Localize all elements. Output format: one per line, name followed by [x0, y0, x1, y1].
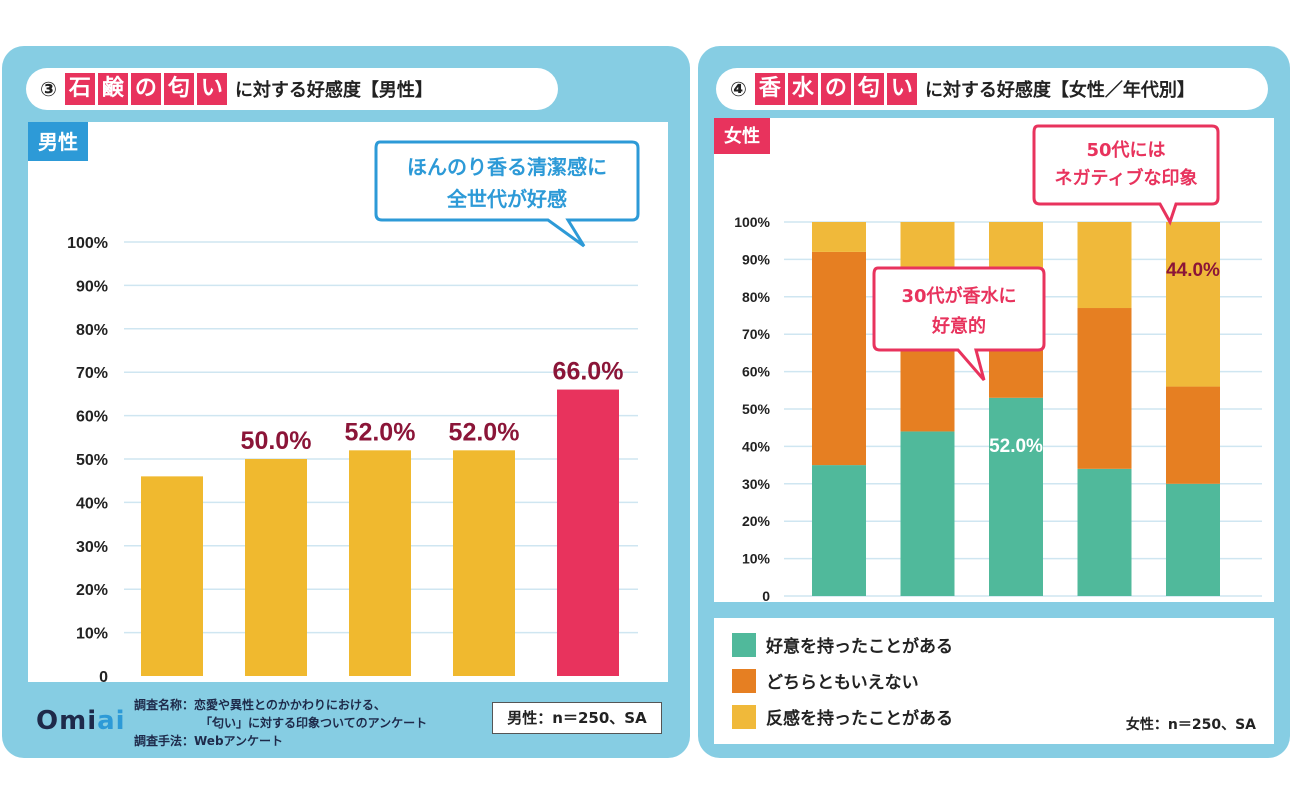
stack-segment-1: [1077, 468, 1132, 596]
callout-bubble: [1032, 124, 1220, 226]
y-tick-label: 90%: [742, 251, 771, 267]
survey-name-cont: 「匂い」に対する印象ついてのアンケート: [200, 716, 428, 730]
y-tick-label: 80%: [742, 289, 771, 305]
callout-text: 50代には: [1086, 140, 1165, 161]
bar-value-label: 50.0%: [241, 427, 312, 455]
legend-swatch: [732, 704, 756, 729]
stack-value-label: 52.0%: [989, 436, 1043, 457]
stack-segment-2: [1166, 386, 1220, 484]
legend-swatch: [732, 668, 756, 693]
y-tick-label: 10%: [742, 551, 771, 567]
stack-value-label: 44.0%: [1166, 260, 1220, 281]
female-sample-note: 女性：n＝250、SA: [1125, 717, 1256, 733]
y-tick-label: 40%: [742, 438, 771, 454]
female-chart-area: 010%20%30%40%50%60%70%80%90%100%10代20代30…: [714, 118, 1274, 602]
y-tick-label: 40%: [76, 495, 108, 512]
title-number: ④: [730, 77, 747, 101]
y-tick-label: 100%: [67, 235, 108, 252]
male-tag: 男性: [28, 122, 88, 161]
stack-segment-2: [812, 251, 866, 466]
female-chart-title: ④ 香 水 の 匂 い に対する好感度【女性／年代別】: [716, 68, 1268, 110]
bar-value-label: 52.0%: [449, 418, 520, 446]
stack-segment-1: [989, 397, 1043, 596]
y-tick-label: 80%: [76, 322, 108, 339]
y-tick-label: 10%: [76, 626, 108, 643]
stack-segment-3: [1166, 222, 1220, 387]
callout-text: ネガティブな印象: [1055, 167, 1198, 189]
female-panel: ④ 香 水 の 匂 い に対する好感度【女性／年代別】 0 10% 20% 30% 40…: [698, 46, 1290, 758]
bar-value-label: 52.0%: [345, 418, 416, 446]
stack-segment-2: [1077, 308, 1132, 469]
y-tick-label: 50%: [742, 401, 771, 417]
male-sample-note: 男性：n＝250、SA: [492, 702, 662, 734]
title-highlight: 香 水 の 匂 い: [754, 73, 917, 105]
bar-2: [245, 459, 307, 676]
callout-text: 全世代が好感: [446, 187, 567, 211]
male-bar-chart: 010%20%30%40%50%60%70%80%90%100%10代20代50…: [67, 140, 640, 682]
survey-name: 調査名称：恋愛や異性とのかかわりにおける、: [134, 698, 386, 712]
y-tick-label: 0: [762, 588, 770, 602]
title-suffix: に対する好感度【女性／年代別】: [924, 80, 1195, 101]
title-highlight: 石 鹸 の 匂 い: [64, 73, 227, 105]
y-tick-label: 50%: [76, 452, 108, 469]
callout-text: 好意的: [931, 315, 986, 337]
legend-item-neutral: どちらともいえない: [732, 668, 919, 693]
legend-item-positive: 好意を持ったことがある: [732, 632, 953, 657]
y-tick-label: 60%: [742, 364, 771, 380]
bar-5: [557, 389, 619, 676]
callout-text: ほんのり香る清潔感に: [407, 155, 607, 179]
bar-1: [141, 476, 203, 676]
legend-swatch: [732, 632, 756, 657]
survey-method: 調査手法：Webアンケート: [134, 734, 284, 748]
stack-segment-3: [812, 222, 866, 252]
y-tick-label: 30%: [742, 476, 771, 492]
stack-segment-1: [900, 431, 955, 596]
y-tick-label: 70%: [76, 365, 108, 382]
title-number: ③: [40, 77, 57, 101]
omiai-logo: Omiai: [36, 706, 126, 736]
stack-segment-1: [1166, 483, 1220, 596]
callout-bubble: [872, 266, 1046, 381]
callout-bubble: [374, 140, 640, 248]
male-chart-area: 010%20%30%40%50%60%70%80%90%100%10代20代50…: [28, 122, 668, 682]
stack-segment-1: [812, 465, 866, 596]
legend-item-negative: 反感を持ったことがある: [732, 704, 953, 729]
female-tag: 女性: [714, 118, 770, 154]
callout-text: 30代が香水に: [901, 285, 1016, 307]
y-tick-label: 100%: [734, 214, 770, 230]
y-tick-label: 60%: [76, 409, 108, 426]
stack-segment-3: [1077, 222, 1132, 309]
y-tick-label: 70%: [742, 326, 771, 342]
female-legend: 好意を持ったことがある どちらともいえない 反感を持ったことがある 女性：n＝2…: [714, 618, 1274, 744]
title-suffix: に対する好感度【男性】: [234, 80, 433, 101]
y-tick-label: 20%: [76, 582, 108, 599]
bar-value-label: 66.0%: [553, 358, 624, 386]
female-stacked-chart: 010%20%30%40%50%60%70%80%90%100%10代20代30…: [734, 124, 1262, 602]
y-tick-label: 20%: [742, 513, 771, 529]
bar-3: [349, 450, 411, 676]
bar-4: [453, 450, 515, 676]
male-chart-title: ③ 石 鹸 の 匂 い に対する好感度【男性】: [26, 68, 558, 110]
y-tick-label: 0: [99, 669, 108, 682]
y-tick-label: 90%: [76, 278, 108, 295]
y-tick-label: 30%: [76, 539, 108, 556]
male-panel: ③ 石 鹸 の 匂 い に対する好感度【男性】 0 10% 20% 30% 40% 50%…: [2, 46, 690, 758]
